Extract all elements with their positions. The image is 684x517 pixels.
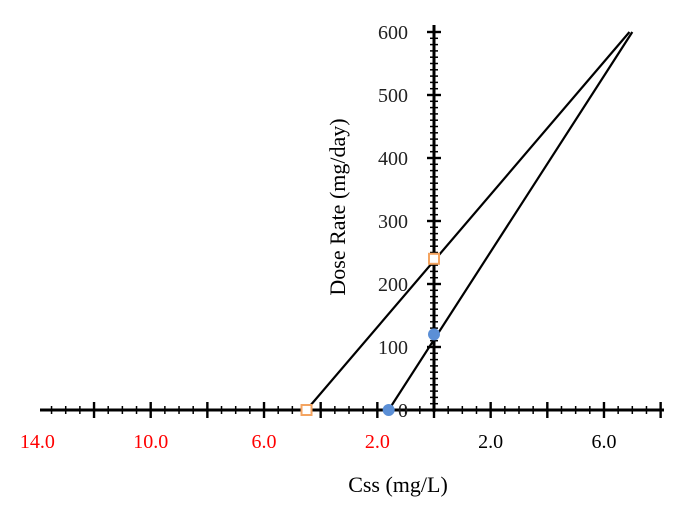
series-2-marker bbox=[382, 404, 395, 416]
x-tick-label: 14.0 bbox=[20, 431, 55, 453]
series-1-marker bbox=[300, 404, 313, 416]
y-tick-label: 600 bbox=[378, 22, 408, 44]
series-1-marker bbox=[428, 252, 440, 265]
y-tick-label: 100 bbox=[378, 337, 408, 359]
x-axis-title: Css (mg/L) bbox=[348, 472, 448, 497]
markers-layer bbox=[300, 252, 440, 416]
x-tick-label: 6.0 bbox=[591, 431, 616, 453]
y-tick-label: 400 bbox=[378, 148, 408, 170]
x-tick-label: 2.0 bbox=[365, 431, 390, 453]
lines-layer bbox=[305, 31, 634, 411]
y-axis-title: Dose Rate (mg/day) bbox=[325, 118, 350, 295]
labels-layer: 14.0 10.0 6.0 2.0 2.0 6.0 100 200 300 400 500 600 0 bbox=[20, 22, 617, 453]
y-tick-label-zero: 0 bbox=[398, 400, 408, 422]
series-line-1 bbox=[305, 31, 631, 411]
x-tick-label: 6.0 bbox=[252, 431, 277, 453]
y-tick-label: 200 bbox=[378, 274, 408, 296]
series-2-marker bbox=[428, 328, 440, 341]
x-tick-label: 2.0 bbox=[478, 431, 503, 453]
axes-layer bbox=[40, 25, 664, 418]
y-tick-label: 300 bbox=[378, 211, 408, 233]
x-tick-label: 10.0 bbox=[133, 431, 168, 453]
y-tick-label: 500 bbox=[378, 85, 408, 107]
series-line-2 bbox=[387, 31, 634, 411]
